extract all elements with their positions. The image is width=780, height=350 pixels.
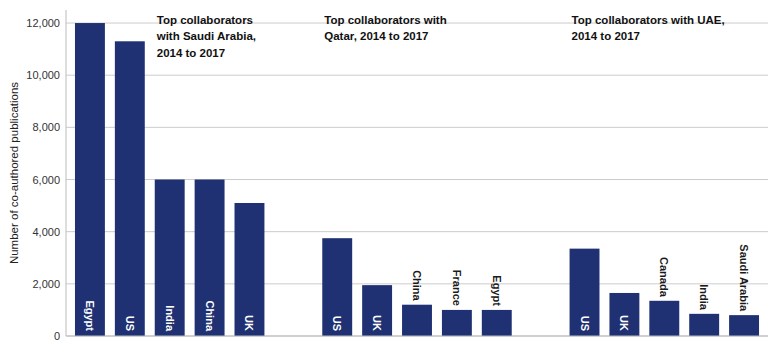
grid-line <box>66 336 768 337</box>
category-label: Saudi Arabia <box>738 244 750 312</box>
bar <box>115 41 145 336</box>
grid-line <box>66 127 768 128</box>
bar <box>729 315 759 336</box>
category-label: Canada <box>658 257 670 298</box>
bar <box>689 314 719 336</box>
grid <box>66 23 768 336</box>
annotation: Top collaborators withQatar, 2014 to 201… <box>324 14 446 42</box>
y-axis-label: Number of co-authored publications <box>8 82 20 264</box>
category-label: India <box>164 305 176 332</box>
tick-label: 4,000 <box>32 226 60 238</box>
bar <box>322 238 352 336</box>
tick-label: 8,000 <box>32 121 60 133</box>
bar <box>442 310 472 336</box>
annotation: Top collaborators with UAE,2014 to 2017 <box>572 14 725 42</box>
chart: 0 2,000 4,000 6,000 8,000 10,000 12,000 Number … <box>0 0 780 350</box>
bar <box>155 180 185 336</box>
bar <box>570 249 600 336</box>
tick-label: 10,000 <box>26 69 60 81</box>
category-label: China <box>411 270 423 301</box>
bar <box>195 180 225 336</box>
bar <box>482 310 512 336</box>
annotation: Top collaboratorswith Saudi Arabia,2014 … <box>156 14 256 58</box>
tick-label: 0 <box>54 330 60 342</box>
tick-label: 12,000 <box>26 17 60 29</box>
bar-labels: Egypt US India China UK US UK China France Egypt U… <box>84 244 750 332</box>
x-axis-line <box>66 336 768 337</box>
category-label: UK <box>371 315 383 331</box>
bar <box>75 23 105 336</box>
category-label: China <box>204 300 216 331</box>
category-label: UK <box>243 315 255 331</box>
category-label: Egypt <box>491 275 503 306</box>
category-label: US <box>124 316 136 331</box>
grid-line <box>66 75 768 76</box>
category-label: US <box>331 316 343 331</box>
annotations: Top collaboratorswith Saudi Arabia,2014 … <box>156 14 725 58</box>
tick-label: 2,000 <box>32 278 60 290</box>
y-axis-line <box>66 10 67 336</box>
category-label: India <box>698 284 710 311</box>
y-axis: 0 2,000 4,000 6,000 8,000 10,000 12,000 <box>26 17 60 342</box>
bar <box>649 301 679 336</box>
category-label: France <box>451 270 463 306</box>
category-label: UK <box>618 315 630 331</box>
bar <box>235 203 265 336</box>
bars <box>75 23 759 336</box>
category-label: Egypt <box>84 300 96 331</box>
bar <box>609 293 639 336</box>
category-label: US <box>579 316 591 331</box>
bar <box>362 285 392 336</box>
bar <box>402 305 432 336</box>
tick-label: 6,000 <box>32 174 60 186</box>
